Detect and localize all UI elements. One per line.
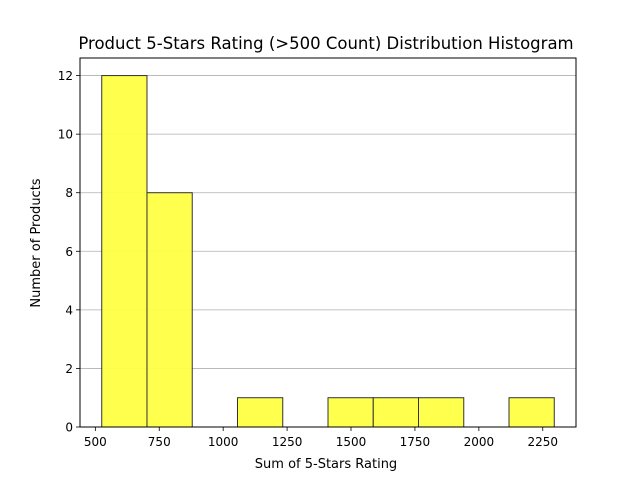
y-tick-label: 4 <box>65 303 73 317</box>
x-tick-label: 500 <box>84 435 107 449</box>
histogram-bar <box>101 75 148 428</box>
x-axis-label: Sum of 5-Stars Rating <box>255 457 397 472</box>
x-tick-label: 750 <box>148 435 171 449</box>
y-tick-label: 12 <box>58 69 73 83</box>
plot-area-frame <box>79 57 577 428</box>
x-axis-ticks: 500 750 1000 1250 1500 1750 2000 2250 <box>84 427 558 449</box>
histogram-bar <box>236 397 284 428</box>
histogram-bar <box>146 192 193 428</box>
histogram-bar <box>508 397 555 428</box>
y-tick-label: 0 <box>65 421 73 435</box>
histogram-bar <box>418 397 465 428</box>
histogram-bar <box>327 397 374 428</box>
chart-title: Product 5-Stars Rating (>500 Count) Dist… <box>78 34 573 53</box>
y-tick-label: 10 <box>58 128 73 142</box>
histogram-bar <box>372 397 420 428</box>
y-axis-label: Number of Products <box>29 178 44 307</box>
x-tick-label: 2250 <box>527 435 558 449</box>
y-tick-label: 8 <box>65 186 73 200</box>
x-tick-label: 1000 <box>208 435 239 449</box>
x-tick-label: 2000 <box>464 435 495 449</box>
x-tick-label: 1500 <box>336 435 367 449</box>
y-tick-label: 6 <box>65 245 73 259</box>
x-tick-label: 1250 <box>272 435 303 449</box>
y-axis-ticks: 0 2 4 6 8 10 12 <box>58 69 80 435</box>
x-tick-label: 1750 <box>400 435 431 449</box>
y-tick-label: 2 <box>65 362 73 376</box>
